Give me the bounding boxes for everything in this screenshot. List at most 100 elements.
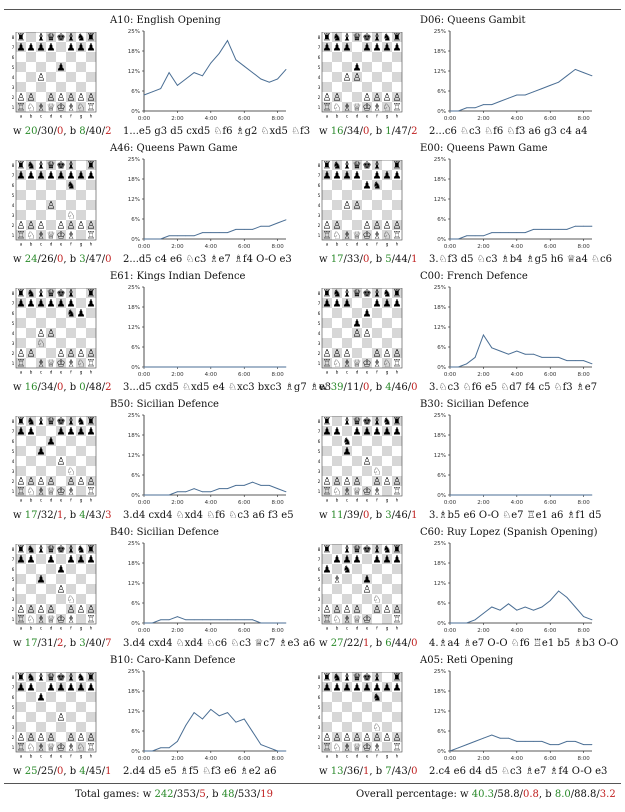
chess-piece: ♟: [67, 427, 76, 438]
rank-label: 7: [12, 173, 15, 178]
chess-piece: ♚: [57, 33, 66, 44]
board-square: [332, 72, 342, 82]
board-square: [362, 712, 372, 722]
rank-label: 6: [12, 55, 15, 60]
board-square: [56, 170, 66, 180]
board-square: [372, 564, 382, 574]
board-square: [16, 210, 26, 220]
file-label: b: [30, 370, 33, 375]
data-point: [583, 360, 585, 361]
board-square: [66, 416, 76, 426]
chess-piece: ♙: [383, 733, 392, 744]
board-square: [16, 692, 26, 702]
board-square: [46, 682, 56, 692]
board-square: [46, 594, 56, 604]
board-square: [322, 554, 332, 564]
file-label: c: [346, 498, 348, 503]
data-point: [466, 363, 468, 365]
data-point: [491, 347, 493, 349]
file-label: a: [326, 370, 329, 375]
board-square: [86, 486, 96, 496]
board-square: [362, 604, 372, 614]
chess-piece: ♟: [363, 43, 372, 54]
board-square: [382, 682, 392, 692]
rank-label: 4: [318, 75, 321, 80]
y-tick-label: 18%: [128, 177, 140, 183]
opening-panel: C00: French Defence ♜ ♞ ♝ ♛ ♚ ♝ ♞ ♜ 8 ♟ ♟ ♟ ♟ ♟ ♟ 7 ♟ 6 ♟ 5 ♙…: [310, 271, 618, 401]
board-square: [342, 210, 352, 220]
data-point: [524, 741, 526, 742]
rank-label: 6: [318, 55, 321, 60]
board-square: [322, 476, 332, 486]
chess-piece: ♙: [353, 201, 362, 212]
board-square: [56, 102, 66, 112]
board-square: [362, 288, 372, 298]
y-tick-label: 0%: [131, 109, 140, 115]
stat-value: 0: [56, 254, 64, 265]
chess-piece: ♝: [343, 33, 352, 44]
board-square: [76, 446, 86, 456]
chess-piece: ♝: [67, 33, 76, 44]
board-square: [36, 594, 46, 604]
y-tick-label: 25%: [128, 669, 140, 675]
board-square: [76, 692, 86, 702]
chess-piece: ♛: [353, 417, 362, 428]
chess-piece: ♙: [67, 733, 76, 744]
data-point: [268, 81, 270, 83]
data-point: [524, 606, 526, 608]
data-point: [499, 494, 501, 496]
rank-label: 7: [318, 301, 321, 306]
rank-label: 5: [12, 193, 15, 198]
move-sequence: 3...d5 cxd5 ♘xd5 e4 ♘xc3 bxc3 ♗g7 ♗e3: [123, 382, 332, 393]
board-square: [76, 230, 86, 240]
board-square: [332, 486, 342, 496]
board-square: [322, 692, 332, 702]
board-square: [56, 180, 66, 190]
data-point: [449, 622, 451, 624]
chess-piece: ♙: [383, 349, 392, 360]
data-point: [227, 232, 228, 233]
stat-value: 6: [385, 638, 392, 649]
x-tick-label: 8:00: [577, 756, 590, 762]
board-square: [352, 72, 362, 82]
data-point: [549, 229, 551, 230]
board-square: [382, 604, 392, 614]
chess-piece: ♞: [77, 545, 86, 556]
board-square: [372, 180, 382, 190]
board-square: [322, 594, 332, 604]
board-square: [16, 742, 26, 752]
board-square: [332, 358, 342, 368]
board-square: [56, 318, 66, 328]
data-point: [474, 741, 476, 742]
file-label: d: [356, 626, 359, 631]
board-square: [76, 486, 86, 496]
file-label: b: [336, 754, 339, 759]
y-tick-label: 25%: [128, 29, 140, 35]
file-label: c: [40, 626, 42, 631]
stat-value: 7: [385, 766, 392, 777]
chess-piece: ♕: [353, 359, 362, 370]
chess-piece: ♟: [323, 43, 332, 54]
board-square: [372, 200, 382, 210]
data-point: [260, 366, 262, 368]
data-point: [558, 590, 559, 592]
chess-piece: ♘: [333, 615, 342, 626]
board-square: [322, 200, 332, 210]
stat-value: 0: [411, 382, 418, 393]
board-square: [382, 564, 392, 574]
board-square: [352, 574, 362, 584]
rank-label: 1: [12, 361, 15, 366]
chess-piece: ♖: [323, 487, 332, 498]
board-square: [86, 584, 96, 594]
chess-piece: ♛: [47, 417, 56, 428]
chess-piece: ♞: [67, 181, 76, 192]
board-square: [36, 82, 46, 92]
stat-value: 25: [24, 766, 38, 777]
board-square: [382, 742, 392, 752]
chess-piece: ♗: [67, 487, 76, 498]
board-square: [76, 180, 86, 190]
data-point: [268, 622, 270, 624]
opening-title: E00: Queens Pawn Game: [420, 143, 548, 154]
chess-piece: ♝: [343, 673, 352, 684]
board-square: [382, 456, 392, 466]
